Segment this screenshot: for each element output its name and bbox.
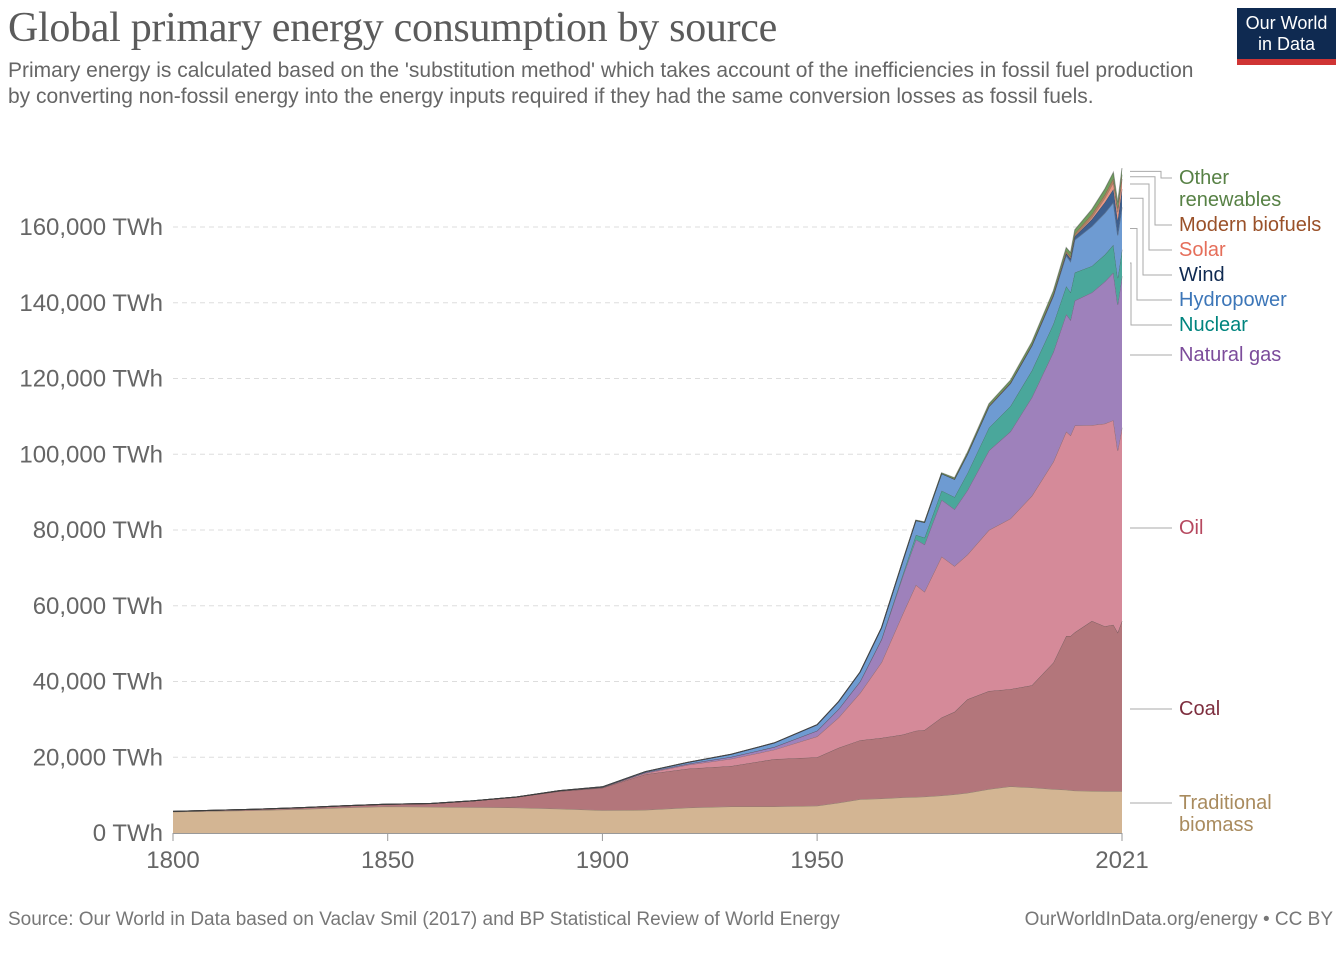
area-series xyxy=(172,168,1123,833)
y-tick-label: 80,000 TWh xyxy=(33,517,163,544)
chart-title: Global primary energy consumption by sou… xyxy=(8,5,777,51)
legend-label-natural-gas[interactable]: Natural gas xyxy=(1179,344,1281,366)
y-tick-label: 100,000 TWh xyxy=(19,441,163,468)
license-link[interactable]: OurWorldInData.org/energy • CC BY xyxy=(1024,909,1333,930)
y-tick-label: 60,000 TWh xyxy=(33,593,163,620)
y-tick-label: 20,000 TWh xyxy=(33,744,163,771)
x-tick-label: 1800 xyxy=(146,847,199,874)
x-axis: 1800 1850 1900 1950 2021 xyxy=(146,833,1149,874)
area-oil[interactable] xyxy=(173,420,1122,812)
y-tick-label: 160,000 TWh xyxy=(19,214,163,241)
area-natural-gas[interactable] xyxy=(173,272,1122,812)
legend-connector xyxy=(1130,228,1172,301)
x-tick-label: 2021 xyxy=(1095,847,1148,874)
legend-label-nuclear[interactable]: Nuclear xyxy=(1179,314,1248,336)
y-tick-label: 120,000 TWh xyxy=(19,366,163,393)
area-outline xyxy=(172,168,1123,812)
area-traditional-biomass[interactable] xyxy=(173,786,1122,833)
chart-subtitle: Primary energy is calculated based on th… xyxy=(8,59,1194,108)
logo-line-1: Our World xyxy=(1245,13,1328,33)
legend-label-hydropower[interactable]: Hydropower xyxy=(1179,289,1287,311)
x-tick-label: 1900 xyxy=(576,847,629,874)
legend-label-modern-biofuels[interactable]: Modern biofuels xyxy=(1179,214,1321,236)
x-tick-label: 1950 xyxy=(790,847,843,874)
y-axis: 0 TWh 20,000 TWh 40,000 TWh 60,000 TWh 80,00… xyxy=(19,214,163,847)
legend-connector xyxy=(1130,197,1172,276)
legend-connector xyxy=(1130,262,1172,326)
legend-label-other-renewables[interactable]: Other renewables xyxy=(1179,167,1281,211)
y-tick-label: 0 TWh xyxy=(93,820,163,847)
legend-label-traditional-biomass[interactable]: Traditional biomass xyxy=(1179,792,1272,836)
legend-connector xyxy=(1130,183,1172,251)
legend-label-wind[interactable]: Wind xyxy=(1179,264,1225,286)
stacked-area-chart: 0 TWh 20,000 TWh 40,000 TWh 60,000 TWh 80,00… xyxy=(19,167,1321,874)
owid-logo[interactable]: Our World in Data xyxy=(1237,8,1336,65)
legend-connector xyxy=(1130,176,1172,226)
logo-line-2: in Data xyxy=(1257,34,1316,54)
legend-connector xyxy=(1130,170,1172,179)
logo-accent-bar xyxy=(1237,59,1336,65)
legend: Other renewables Modern biofuels Solar Wind H… xyxy=(1130,167,1321,836)
area-hydropower[interactable] xyxy=(173,202,1122,812)
y-tick-label: 40,000 TWh xyxy=(33,669,163,696)
x-tick-label: 1850 xyxy=(361,847,414,874)
legend-label-oil[interactable]: Oil xyxy=(1179,517,1203,539)
legend-label-solar[interactable]: Solar xyxy=(1179,239,1226,261)
legend-label-coal[interactable]: Coal xyxy=(1179,698,1220,720)
source-note: Source: Our World in Data based on Vacla… xyxy=(8,909,840,930)
y-tick-label: 140,000 TWh xyxy=(19,290,163,317)
area-coal[interactable] xyxy=(173,620,1122,812)
